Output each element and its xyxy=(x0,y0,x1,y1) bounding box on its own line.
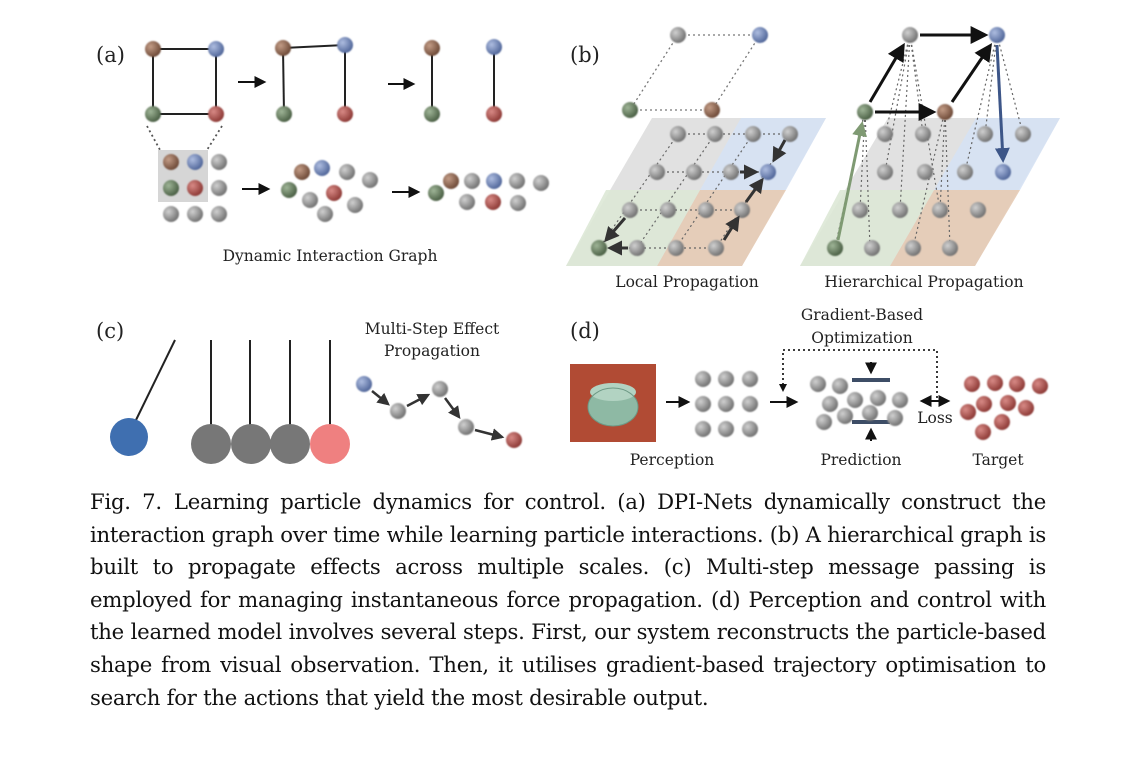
panel-d-title-line2: Optimization xyxy=(811,329,912,347)
particle-red xyxy=(208,106,224,122)
pendulum-ball xyxy=(191,424,231,464)
panel-c-label: (c) xyxy=(96,319,124,343)
panel-a-label: (a) xyxy=(96,43,125,67)
particle-blue xyxy=(208,41,224,57)
panel-c: (c) Multi-Step Effect Propagation xyxy=(96,319,522,464)
loss-label: Loss xyxy=(917,409,953,427)
panel-c-title-line1: Multi-Step Effect xyxy=(365,320,500,338)
panel-a-caption: Dynamic Interaction Graph xyxy=(223,247,438,265)
particle-green xyxy=(145,106,161,122)
pendulum-ball-pink xyxy=(310,424,350,464)
graph-two-edges xyxy=(431,47,495,114)
particle-cluster-scattered xyxy=(281,160,378,222)
perceived-particles xyxy=(695,371,758,437)
panel-b-caption-left: Local Propagation xyxy=(615,273,758,291)
optimization-loop xyxy=(782,349,938,398)
prediction-label: Prediction xyxy=(820,451,901,469)
particle-cluster xyxy=(163,154,227,222)
local-lattice-particles xyxy=(591,126,798,256)
pendulum-ball xyxy=(270,424,310,464)
figure-number: Fig. 7. xyxy=(90,489,162,514)
panel-c-title-line2: Propagation xyxy=(384,342,480,360)
panel-d: (d) Gradient-Based Optimization xyxy=(570,306,1048,469)
predicted-particles xyxy=(810,376,908,430)
target-particles xyxy=(960,375,1048,440)
pendulum-ball-blue xyxy=(110,418,148,456)
hier-lattice-particles xyxy=(827,126,1031,256)
panel-d-title-line1: Gradient-Based xyxy=(801,306,923,324)
hier-upper-particles xyxy=(857,27,1005,120)
particle-cluster-spread xyxy=(428,173,549,211)
panel-b-caption-right: Hierarchical Propagation xyxy=(824,273,1023,291)
particle-brown xyxy=(145,41,161,57)
graph-square-full xyxy=(152,48,217,115)
caption-text: Learning particle dynamics for control. … xyxy=(90,489,1046,710)
perception-photo xyxy=(570,364,656,442)
panel-d-label: (d) xyxy=(570,319,600,343)
pendulum-ball xyxy=(231,424,271,464)
panel-b-label: (b) xyxy=(570,43,600,67)
figure: (a) xyxy=(96,26,1060,469)
figure-caption: Fig. 7. Learning particle dynamics for co… xyxy=(90,486,1046,714)
graph-square-partial xyxy=(282,44,346,115)
panel-a: (a) xyxy=(96,37,549,265)
target-label: Target xyxy=(972,451,1024,469)
panel-b: (b) xyxy=(566,26,1060,291)
message-passing-chain xyxy=(356,376,522,448)
perception-label: Perception xyxy=(630,451,715,469)
